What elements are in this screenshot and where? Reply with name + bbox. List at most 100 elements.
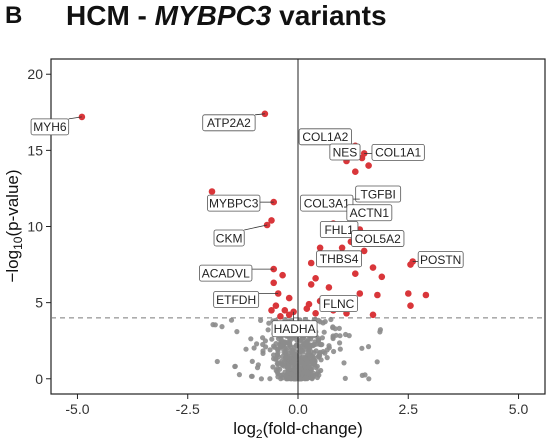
gene-label-postn: POSTN bbox=[412, 251, 464, 268]
nonsignificant-point bbox=[284, 345, 290, 351]
nonsignificant-point bbox=[281, 359, 287, 365]
gene-label-mybpc3: MYBPC3 bbox=[207, 194, 274, 212]
significant-point bbox=[285, 294, 293, 302]
nonsignificant-point bbox=[314, 374, 320, 381]
significant-point bbox=[369, 311, 377, 319]
gene-label-ckm: CKM bbox=[213, 224, 268, 247]
nonsignificant-point bbox=[214, 358, 220, 365]
gene-label-acadvl: ACADVL bbox=[199, 264, 274, 282]
nonsignificant-point bbox=[302, 356, 308, 362]
gene-label-box bbox=[207, 194, 261, 212]
significant-point bbox=[369, 264, 377, 271]
significant-point bbox=[407, 261, 414, 268]
gene-label-text: TGFBI bbox=[360, 187, 395, 201]
nonsignificant-point bbox=[281, 349, 287, 355]
y-tick-label: 5 bbox=[35, 295, 43, 311]
y-axis-title-subscript: 10 bbox=[11, 236, 25, 250]
significant-point bbox=[360, 247, 368, 255]
gene-label-text: HADHA bbox=[274, 322, 316, 336]
significant-point bbox=[78, 113, 86, 121]
gene-label-text: ETFDH bbox=[216, 293, 256, 307]
gene-label-box bbox=[355, 185, 402, 203]
gene-label-box bbox=[417, 251, 464, 268]
significant-point bbox=[268, 307, 275, 314]
nonsignificant-point bbox=[301, 361, 307, 367]
nonsignificant-point bbox=[271, 343, 277, 349]
nonsignificant-point bbox=[319, 341, 325, 348]
gene-label-box bbox=[199, 264, 253, 282]
significant-point bbox=[422, 291, 430, 299]
nonsignificant-point bbox=[294, 342, 300, 348]
nonsignificant-point bbox=[219, 324, 225, 330]
nonsignificant-point bbox=[228, 317, 235, 323]
gene-label-box bbox=[213, 291, 260, 308]
nonsignificant-point bbox=[275, 349, 281, 355]
significant-point bbox=[316, 244, 324, 252]
nonsignificant-point bbox=[286, 351, 292, 357]
significant-point bbox=[274, 290, 282, 297]
gene-label-leader bbox=[255, 113, 265, 116]
x-axis-ticks: -5.0 -2.5 0.0 2.5 5.0 bbox=[65, 394, 528, 417]
gene-label-box bbox=[271, 320, 318, 338]
significant-point bbox=[405, 290, 412, 297]
significant-point bbox=[303, 305, 311, 313]
nonsignificant-point bbox=[319, 335, 325, 341]
significant-point bbox=[268, 217, 275, 224]
nonsignificant-point bbox=[212, 322, 218, 328]
nonsignificant-point bbox=[307, 353, 313, 359]
nonsignificant-point bbox=[260, 341, 266, 348]
nonsignificant-point bbox=[283, 373, 289, 379]
gene-label-text: NES bbox=[333, 145, 358, 159]
gene-label-thbs4: THBS4 bbox=[316, 250, 363, 268]
gene-label-text: COL1A1 bbox=[375, 146, 421, 160]
nonsignificant-point bbox=[311, 350, 317, 356]
gene-label-box bbox=[319, 295, 358, 312]
gene-label-text: ACTN1 bbox=[350, 206, 390, 220]
nonsignificant-point bbox=[243, 346, 249, 352]
gene-label-leader bbox=[244, 224, 268, 231]
nonsignificant-point bbox=[341, 360, 347, 366]
gene-label-text: MYH6 bbox=[33, 120, 67, 134]
nonsignificant-point bbox=[324, 355, 330, 361]
nonsignificant-point bbox=[321, 329, 327, 335]
nonsignificant-point bbox=[278, 376, 284, 382]
nonsignificant-point bbox=[296, 367, 302, 373]
gene-label-col5a2: COL5A2 bbox=[351, 230, 405, 247]
nonsignificant-point bbox=[316, 354, 322, 360]
nonsignificant-point bbox=[331, 348, 337, 355]
significant-point bbox=[325, 284, 333, 291]
nonsignificant-point bbox=[258, 317, 264, 323]
y-tick-label: 0 bbox=[35, 371, 43, 387]
nonsignificant-point bbox=[281, 363, 287, 369]
nonsignificant-point bbox=[248, 336, 254, 342]
nonsignificant-point bbox=[249, 358, 255, 364]
nonsignificant-point bbox=[275, 361, 281, 367]
gene-label-box bbox=[300, 194, 354, 212]
significant-point bbox=[356, 290, 364, 297]
nonsignificant-point bbox=[311, 342, 317, 348]
nonsignificant-point bbox=[266, 320, 272, 326]
nonsignificant-point bbox=[366, 376, 372, 382]
x-tick-label: -2.5 bbox=[176, 401, 200, 417]
nonsignificant-point bbox=[298, 337, 304, 343]
significant-point bbox=[208, 188, 216, 195]
nonsignificant-point bbox=[326, 343, 332, 349]
title-prefix: HCM - bbox=[66, 0, 155, 31]
gene-label-text: THBS4 bbox=[320, 252, 359, 266]
y-tick-label: 15 bbox=[27, 142, 43, 158]
gene-label-box bbox=[30, 118, 70, 136]
nonsignificant-point bbox=[258, 376, 264, 382]
nonsignificant-point bbox=[275, 354, 282, 360]
y-tick-label: 20 bbox=[27, 66, 43, 82]
gene-label-nes: NES bbox=[329, 143, 361, 161]
nonsignificant-point bbox=[315, 369, 321, 375]
significant-point bbox=[312, 310, 319, 317]
significant-point bbox=[365, 162, 372, 169]
significant-point bbox=[270, 279, 278, 287]
gene-label-text: MYBPC3 bbox=[209, 196, 259, 210]
nonsignificant-point bbox=[285, 365, 291, 371]
nonsignificant-point bbox=[265, 327, 271, 333]
nonsignificant-point bbox=[336, 325, 342, 331]
nonsignificant-point bbox=[270, 364, 276, 370]
